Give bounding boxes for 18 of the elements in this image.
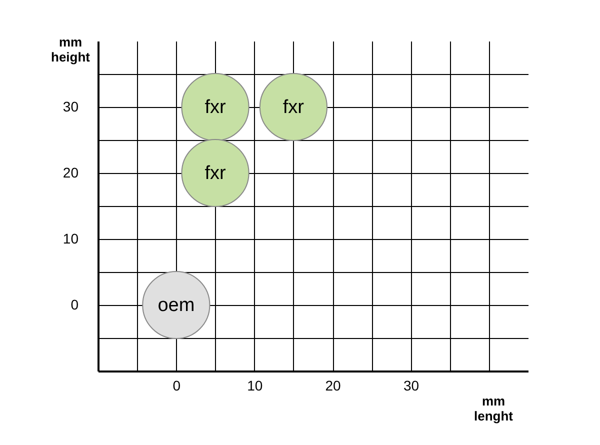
series-label: fxr	[282, 97, 305, 118]
text: fxr	[204, 163, 226, 184]
x-tick-label: 10	[247, 378, 263, 394]
y-tick-label: 30	[62, 98, 79, 114]
point	[142, 271, 210, 339]
y-tick-label: 10	[62, 230, 79, 246]
x-tick-label: 30	[403, 378, 420, 394]
series-label: oem	[158, 295, 195, 316]
point	[259, 73, 328, 141]
text: fxr	[204, 97, 226, 118]
y-tick-label: 0	[70, 296, 79, 312]
x-tick-label: 0	[172, 378, 181, 394]
point	[181, 73, 250, 141]
x-tick-label: 20	[325, 378, 342, 394]
y-tick-label: 20	[62, 164, 79, 180]
point	[181, 139, 250, 207]
x-axis-title: mm lenght	[474, 394, 514, 424]
y-axis-title: mm height	[51, 34, 91, 64]
